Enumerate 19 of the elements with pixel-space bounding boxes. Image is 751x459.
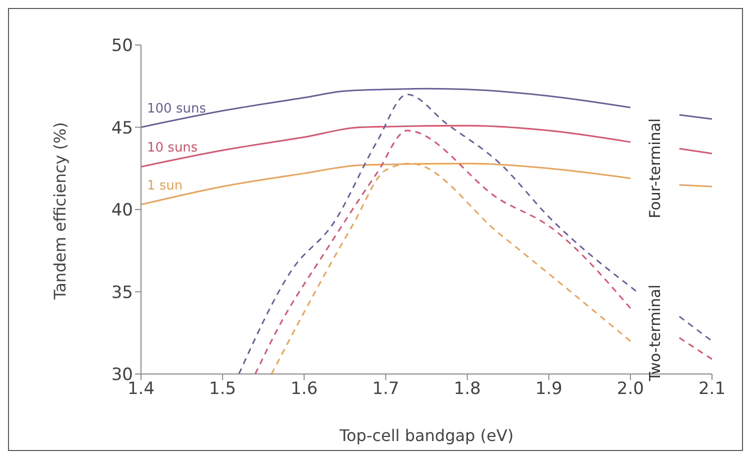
annotation: Four-terminal bbox=[646, 118, 664, 218]
x-tick-label: 1.7 bbox=[372, 379, 400, 400]
x-tick-label: 1.5 bbox=[209, 379, 236, 400]
series-label: 10 suns bbox=[147, 140, 198, 156]
y-tick-label: 35 bbox=[111, 282, 133, 303]
x-tick-label: 1.8 bbox=[454, 379, 481, 400]
y-tick-label: 50 bbox=[111, 36, 133, 56]
series-label: 1 sun bbox=[147, 178, 183, 194]
x-tick-label: 1.6 bbox=[290, 379, 318, 400]
x-axis-title: Top-cell bandgap (eV) bbox=[338, 426, 514, 445]
series-label: 100 suns bbox=[147, 101, 206, 116]
annotation: Two-terminal bbox=[646, 284, 664, 382]
y-tick-label: 45 bbox=[111, 118, 133, 138]
y-axis-title: Tandem efficiency (%) bbox=[50, 122, 70, 300]
x-tick-label: 2.1 bbox=[698, 379, 726, 400]
x-tick-label: 1.9 bbox=[535, 379, 562, 400]
x-tick-label: 2.0 bbox=[616, 379, 644, 400]
y-tick-label: 40 bbox=[111, 200, 133, 221]
x-tick-label: 1.4 bbox=[127, 379, 155, 400]
